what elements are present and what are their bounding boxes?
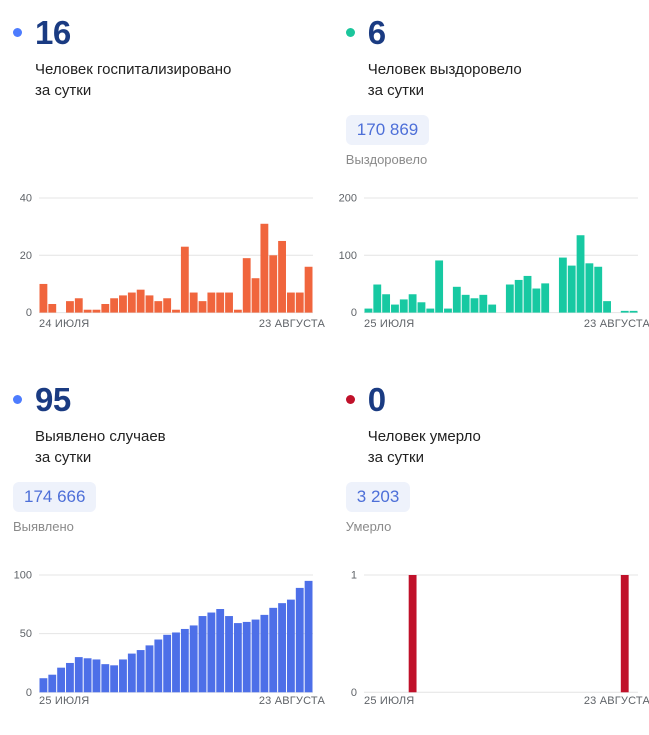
svg-text:100: 100 (14, 569, 32, 581)
svg-text:40: 40 (20, 192, 32, 204)
svg-text:20: 20 (20, 250, 32, 262)
svg-text:100: 100 (339, 250, 357, 262)
svg-text:50: 50 (20, 628, 32, 640)
svg-text:200: 200 (339, 192, 357, 204)
svg-text:1: 1 (351, 569, 357, 581)
